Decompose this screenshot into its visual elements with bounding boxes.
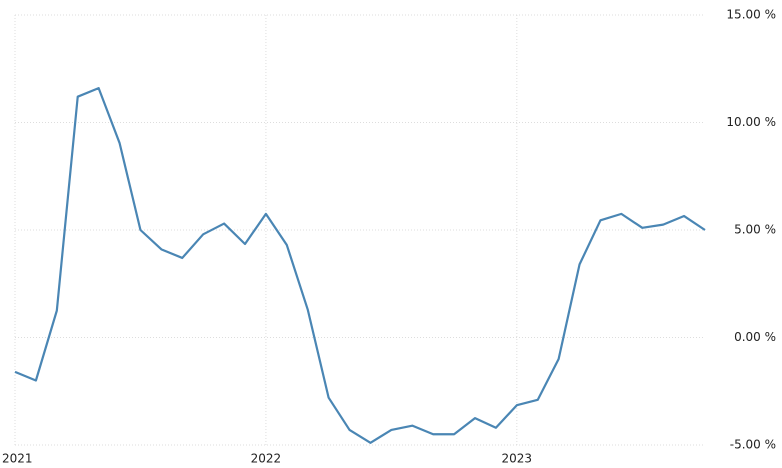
y-tick-label: 15.00 % xyxy=(726,8,776,22)
y-tick-label: 5.00 % xyxy=(734,223,776,237)
line xyxy=(14,87,706,444)
y-tick-label: 10.00 % xyxy=(726,115,776,129)
y-tick-label: 0.00 % xyxy=(734,330,776,344)
x-tick-label: 2021 xyxy=(2,452,33,466)
y-tick-label: -5.00 % xyxy=(730,438,776,452)
x-tick-label: 2022 xyxy=(251,452,282,466)
x-tick-label: 2023 xyxy=(502,452,533,466)
